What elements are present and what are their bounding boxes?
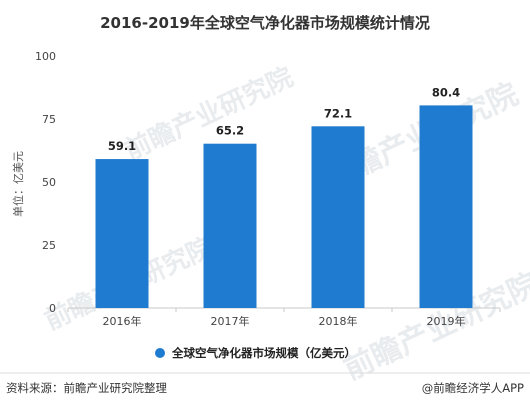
y-tick-label: 100	[35, 50, 56, 63]
x-tick-label-1: 2017年	[211, 314, 250, 328]
y-axis-label: 单位：亿美元	[11, 151, 25, 217]
data-label-0: 59.1	[108, 139, 136, 153]
legend: 全球空气净化器市场规模（亿美元）	[155, 346, 356, 360]
bars	[95, 105, 473, 308]
legend-label: 全球空气净化器市场规模（亿美元）	[171, 346, 356, 360]
bar-2	[311, 126, 365, 308]
y-tick-label: 0	[49, 302, 56, 315]
data-labels: 59.1 65.2 72.1 80.4	[108, 85, 460, 153]
y-tick-label: 25	[42, 239, 56, 252]
data-label-3: 80.4	[432, 85, 460, 99]
y-tick-label: 50	[42, 176, 56, 189]
y-axis-ticks: 0 25 50 75 100	[35, 50, 56, 315]
y-tick-label: 75	[42, 113, 56, 126]
bar-0	[95, 159, 149, 308]
x-tick-label-0: 2016年	[103, 314, 142, 328]
data-label-1: 65.2	[216, 124, 244, 138]
bar-1	[203, 143, 257, 308]
chart-title: 2016-2019年全球空气净化器市场规模统计情况	[100, 14, 430, 32]
x-axis-ticks: 2016年 2017年 2018年 2019年	[67, 308, 501, 328]
x-tick-label-3: 2019年	[427, 314, 466, 328]
data-label-2: 72.1	[324, 106, 352, 120]
bar-3	[419, 105, 473, 308]
x-tick-label-2: 2018年	[319, 314, 358, 328]
footer-source: 资料来源：前瞻产业研究院整理	[6, 381, 167, 395]
footer-brand: @前瞻经济学人APP	[422, 381, 524, 395]
legend-swatch	[155, 348, 165, 358]
